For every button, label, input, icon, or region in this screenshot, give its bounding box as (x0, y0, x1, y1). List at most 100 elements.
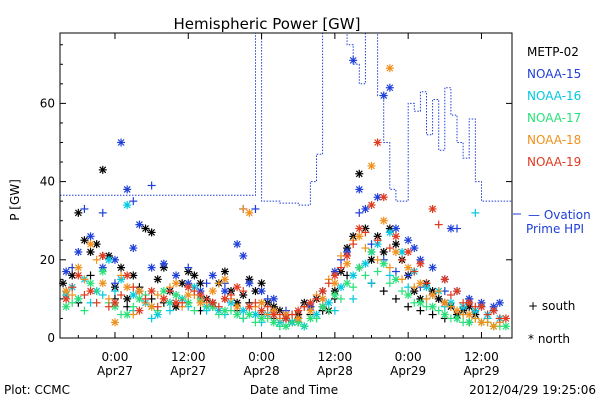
point-north-noaa-15 (391, 224, 400, 233)
point-north-noaa-17 (220, 306, 229, 315)
star-d2 (99, 268, 107, 275)
point-south-noaa-18 (422, 294, 431, 303)
star-d2 (331, 279, 339, 287)
point-south-noaa-15 (80, 204, 89, 213)
point-north-noaa-18 (385, 64, 394, 73)
star-d2 (490, 322, 498, 330)
legend: METP-02 NOAA-15 NOAA-16 NOAA-17 NOAA-18 NOAA-… (527, 45, 581, 169)
point-south-noaa-15 (202, 279, 211, 288)
star-d2 (62, 268, 70, 275)
star-d2 (380, 92, 388, 99)
point-north-noaa-18 (379, 216, 388, 225)
point-south-noaa-16 (110, 287, 119, 296)
point-north-noaa-19 (318, 287, 327, 296)
star-d2 (135, 287, 143, 295)
star-d2 (441, 275, 449, 283)
star-d2 (87, 287, 94, 295)
point-north-noaa-19 (110, 298, 119, 307)
point-south-noaa-18 (410, 283, 419, 292)
point-north-noaa-15 (172, 271, 181, 280)
point-south-noaa-19 (324, 279, 333, 288)
star-d2 (221, 268, 229, 275)
star-d2 (245, 311, 253, 318)
point-north-noaa-19 (208, 298, 217, 307)
star-d2 (307, 299, 314, 307)
star-d2 (404, 291, 412, 299)
x-tick-date: Apr27 (97, 364, 133, 378)
point-north-noaa-18 (477, 318, 486, 327)
star-d2 (355, 170, 363, 178)
star-d2 (68, 272, 76, 279)
star-d2 (62, 295, 70, 303)
point-south-noaa-15 (404, 271, 413, 280)
point-south-noaa-19 (92, 298, 101, 307)
point-north-noaa-17 (233, 310, 242, 319)
star-d2 (123, 272, 131, 279)
star-d2 (59, 279, 67, 287)
star-d2 (386, 228, 394, 236)
star-d2 (307, 307, 314, 315)
point-north-noaa-18 (404, 263, 413, 272)
point-south-noaa-16 (147, 314, 156, 323)
star-d2 (398, 248, 406, 256)
point-north-noaa-17 (159, 287, 168, 296)
point-north-noaa-15 (159, 259, 168, 268)
star-d2 (386, 84, 394, 92)
star-d2 (429, 303, 437, 311)
point-north-metp-02 (147, 228, 156, 237)
star-d2 (252, 311, 259, 318)
star-d2 (160, 287, 168, 295)
star-d2 (123, 295, 131, 303)
star-d2 (404, 236, 412, 244)
point-north-noaa-19 (159, 294, 168, 303)
point-north-noaa-16 (123, 201, 132, 210)
star-d2 (258, 279, 265, 287)
point-north-metp-02 (220, 267, 229, 276)
star-d2 (62, 287, 70, 295)
star-d2 (111, 299, 119, 307)
point-north-noaa-15 (123, 185, 132, 194)
point-north-noaa-19 (123, 271, 132, 280)
point-south-noaa-19 (80, 290, 89, 299)
star-d2 (453, 307, 461, 315)
star-d2 (404, 248, 412, 256)
point-north-noaa-19 (489, 306, 498, 315)
star-d2 (355, 225, 363, 232)
star-d2 (270, 295, 278, 303)
point-south-noaa-17 (190, 306, 199, 315)
point-south-noaa-19 (336, 263, 345, 272)
point-south-noaa-18 (239, 204, 248, 213)
star-d2 (233, 240, 241, 248)
point-north-noaa-19 (233, 283, 242, 292)
star-d2 (197, 299, 204, 307)
star-d2 (429, 291, 437, 299)
point-north-noaa-17 (355, 263, 364, 272)
star-d2 (502, 322, 510, 330)
point-north-noaa-17 (379, 259, 388, 268)
point-north-noaa-19 (440, 275, 449, 284)
point-north-noaa-17 (282, 322, 290, 331)
star-d2 (129, 244, 137, 252)
star-d2 (380, 217, 388, 225)
point-north-noaa-15 (404, 236, 413, 245)
point-north-noaa-15 (245, 279, 254, 288)
point-south-noaa-19 (422, 279, 431, 288)
point-north-metp-02 (257, 279, 266, 288)
star-d2 (404, 264, 412, 272)
point-north-metp-02 (251, 287, 260, 296)
x-tick-date: Apr28 (244, 364, 280, 378)
point-south-noaa-19 (349, 240, 358, 249)
star-d2 (160, 295, 168, 303)
star-d2 (142, 225, 149, 232)
star-d2 (111, 318, 119, 326)
star-d2 (252, 287, 259, 295)
point-north-noaa-15 (257, 287, 266, 296)
point-north-noaa-17 (86, 279, 95, 288)
star-d2 (221, 295, 229, 303)
point-north-metp-02 (196, 279, 205, 288)
point-south-noaa-15 (147, 181, 156, 190)
point-north-noaa-19 (98, 251, 107, 260)
point-north-noaa-19 (74, 271, 83, 280)
star-d2 (294, 307, 302, 315)
point-north-noaa-16 (239, 306, 248, 315)
